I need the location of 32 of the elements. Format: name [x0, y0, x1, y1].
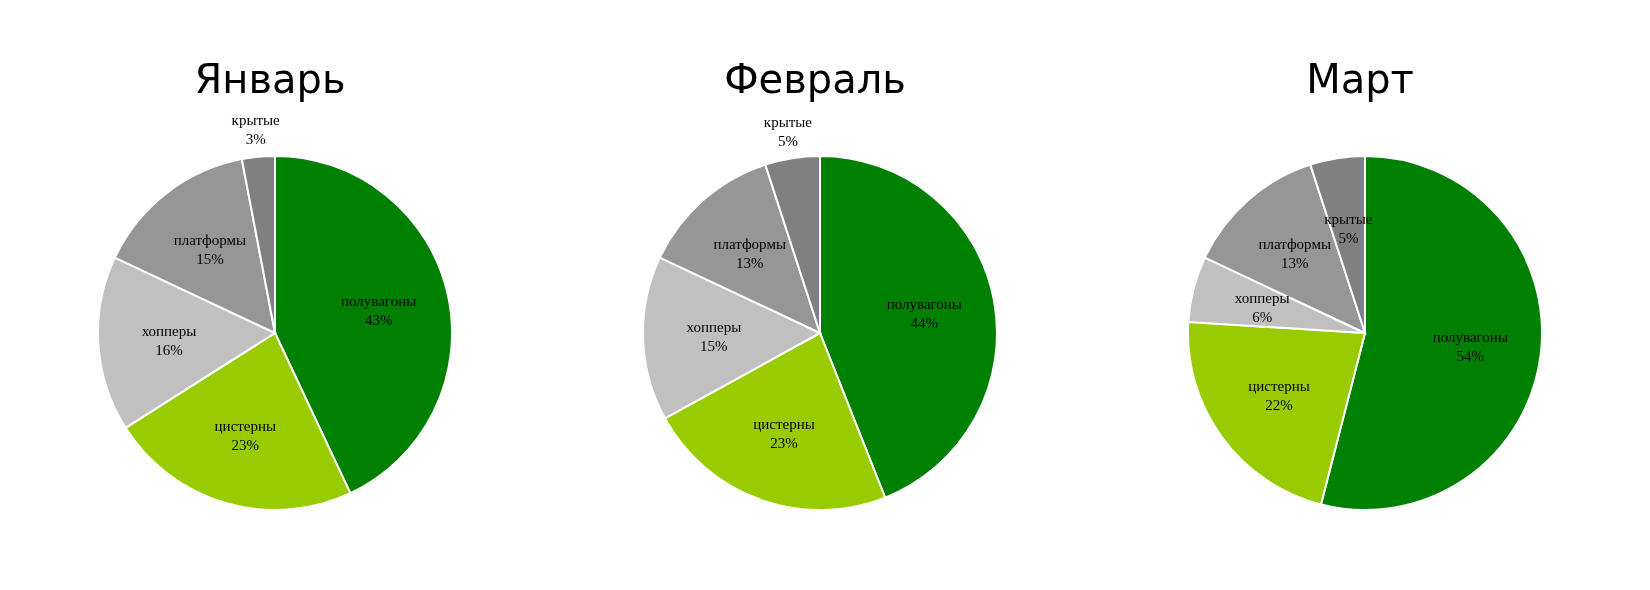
data-label: 3%: [245, 130, 266, 147]
data-label: 6%: [1252, 308, 1273, 325]
data-label: 5%: [1338, 230, 1359, 247]
data-label: 22%: [1265, 397, 1293, 414]
slice-label: цистерны: [1248, 378, 1310, 395]
data-label: 16%: [155, 341, 183, 358]
data-label: 44%: [910, 315, 939, 332]
slice-label: платформы: [1258, 236, 1331, 253]
slice-label: платформы: [173, 232, 247, 249]
slice-label: полувагоны: [886, 296, 962, 313]
slice-label: полувагоны: [341, 292, 417, 309]
slice-label: цистерны: [753, 415, 815, 432]
slice-label: крытые: [763, 113, 813, 130]
data-label: 13%: [736, 255, 764, 272]
data-label: 43%: [364, 311, 393, 328]
data-label: 54%: [1456, 348, 1485, 365]
slice-label: цистерны: [214, 417, 277, 434]
slice-label: полувагоны: [1432, 329, 1508, 346]
data-label: 23%: [231, 436, 260, 453]
chart-title: Февраль: [723, 55, 907, 104]
slice-label: хопперы: [1234, 289, 1290, 306]
slice-label: хопперы: [141, 322, 197, 339]
data-label: 23%: [770, 434, 798, 451]
slice-label: крытые: [231, 111, 281, 128]
data-label: 13%: [1281, 255, 1309, 272]
data-label: 15%: [700, 338, 728, 355]
data-label: 5%: [777, 132, 798, 149]
chart-title: Март: [1305, 55, 1415, 104]
chart-title: Январь: [193, 55, 347, 104]
slice-label: хопперы: [686, 319, 742, 336]
data-label: 15%: [196, 251, 224, 268]
slice-label: платформы: [713, 236, 786, 253]
